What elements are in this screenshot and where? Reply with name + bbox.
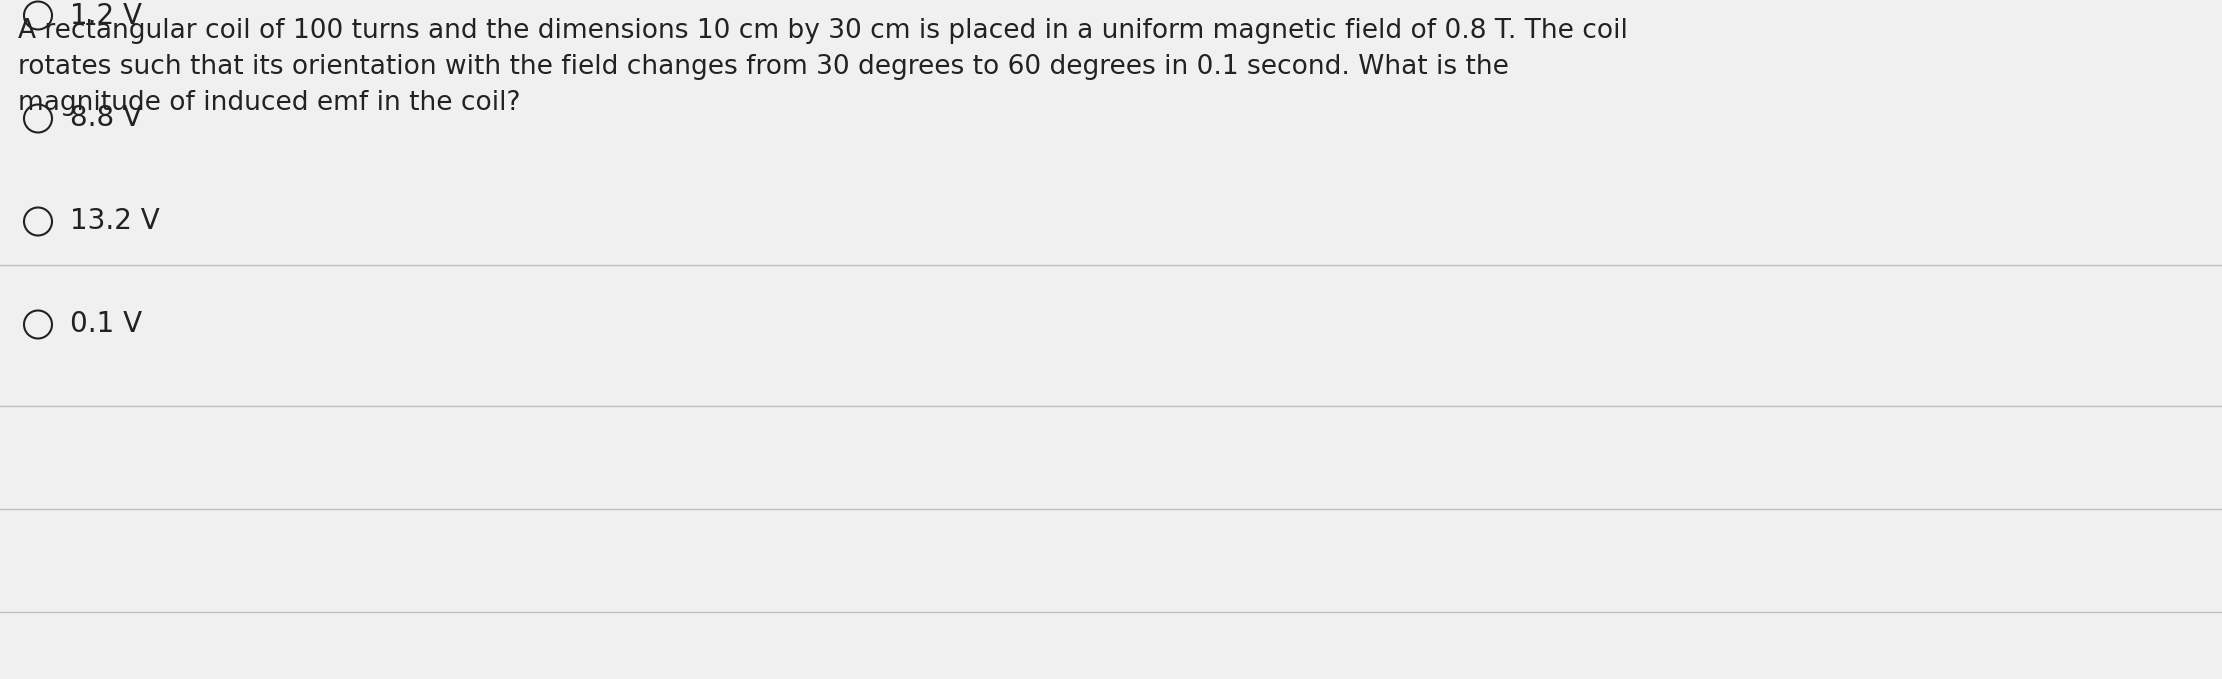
Text: 13.2 V: 13.2 V [71, 208, 160, 236]
Text: A rectangular coil of 100 turns and the dimensions 10 cm by 30 cm is placed in a: A rectangular coil of 100 turns and the … [18, 18, 1629, 116]
Text: 1.2 V: 1.2 V [71, 1, 142, 29]
Text: 0.1 V: 0.1 V [71, 310, 142, 339]
Text: 8.8 V: 8.8 V [71, 105, 142, 132]
